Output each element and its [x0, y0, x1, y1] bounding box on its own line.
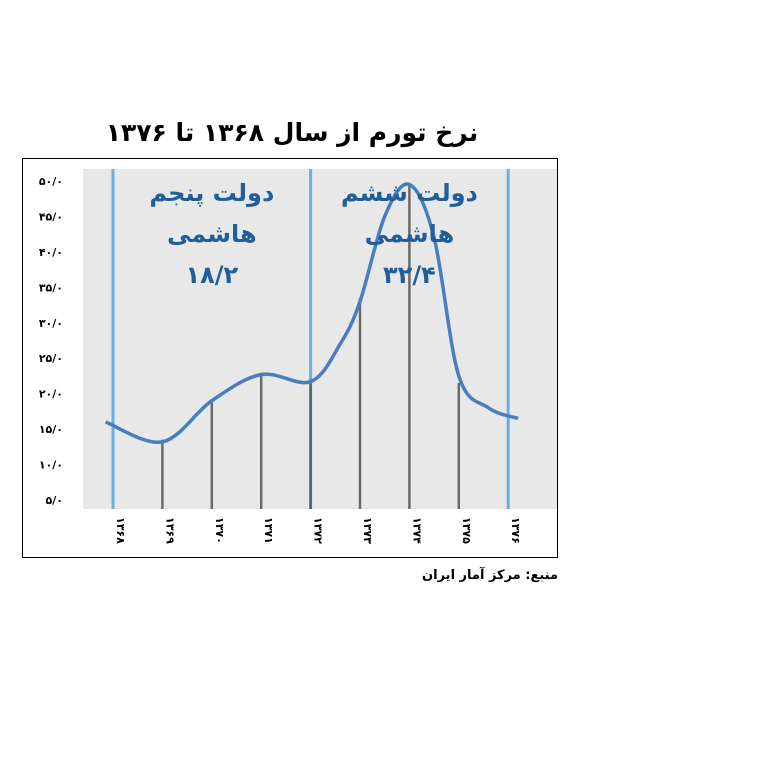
x-tick-label: ۱۳۷۳ [361, 517, 374, 544]
y-tick-label: ۴۵/۰ [39, 210, 63, 223]
source-note: منبع: مرکز آمار ایران [422, 568, 558, 583]
government-annotation-2-line-2: هاشمی [365, 220, 455, 248]
x-tick-label: ۱۳۷۵ [460, 517, 473, 544]
y-tick-label: ۳۵/۰ [39, 281, 63, 294]
plot-area [83, 169, 557, 509]
government-annotation-2-line-1: دولت ششم [341, 179, 478, 207]
government-annotation-1-line-3: ۱۸/۲ [185, 261, 238, 289]
x-tick-label: ۱۳۶۸ [114, 517, 127, 544]
x-tick-label: ۱۳۷۲ [312, 517, 325, 544]
y-tick-label: ۳۰/۰ [39, 317, 63, 330]
y-tick-label: ۲۰/۰ [39, 388, 63, 401]
x-tick-label: ۱۳۷۰ [213, 517, 226, 544]
x-tick-label: ۱۳۶۹ [163, 517, 176, 544]
y-tick-label: ۴۰/۰ [39, 246, 63, 259]
chart-title: نرخ تورم از سال ۱۳۶۸ تا ۱۳۷۶ [105, 118, 479, 147]
x-tick-label: ۱۳۷۱ [262, 517, 275, 544]
government-annotation-1-line-2: هاشمی [167, 220, 257, 248]
y-tick-label: ۵۰/۰ [39, 175, 63, 188]
chart-svg: ۵/۰ ۱۰/۰ ۱۵/۰ ۲۰/۰ ۲۵/۰ ۳۰/۰ ۳۵/۰ ۴۰/۰ ۴۵/۰ ۵۰/۰ ۱… [39, 169, 557, 544]
y-tick-label: ۵/۰ [46, 494, 63, 507]
y-tick-label: ۱۵/۰ [39, 423, 63, 436]
government-annotation-2-line-3: ۳۲/۴ [383, 261, 436, 289]
government-annotation-1-line-1: دولت پنجم [149, 179, 274, 207]
inflation-line [104, 182, 519, 444]
x-tick-label: ۱۳۷۶ [509, 517, 522, 544]
y-tick-label: ۱۰/۰ [39, 459, 63, 472]
chart-frame: ۵/۰ ۱۰/۰ ۱۵/۰ ۲۰/۰ ۲۵/۰ ۳۰/۰ ۳۵/۰ ۴۰/۰ ۴۵/۰ ۵۰/۰ ۱… [22, 158, 558, 558]
x-tick-label: ۱۳۷۴ [410, 517, 423, 544]
y-tick-label: ۲۵/۰ [39, 352, 63, 365]
